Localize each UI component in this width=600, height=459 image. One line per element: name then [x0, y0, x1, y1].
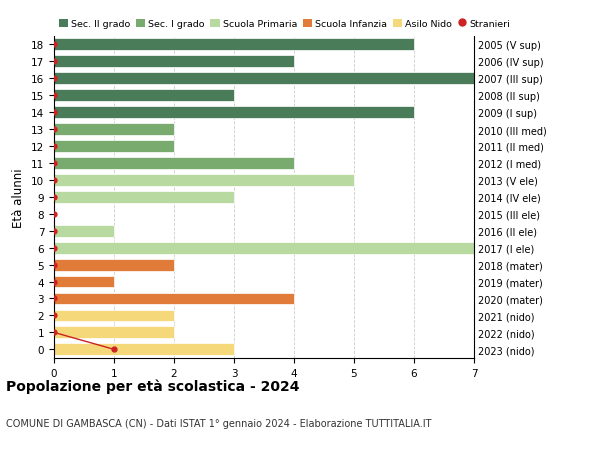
Bar: [54, 293, 294, 305]
Bar: [54, 141, 174, 152]
Bar: [54, 73, 474, 85]
Text: COMUNE DI GAMBASCA (CN) - Dati ISTAT 1° gennaio 2024 - Elaborazione TUTTITALIA.I: COMUNE DI GAMBASCA (CN) - Dati ISTAT 1° …: [6, 418, 431, 428]
Bar: [54, 310, 174, 322]
Bar: [54, 90, 234, 102]
Bar: [54, 124, 174, 136]
Bar: [54, 276, 114, 288]
Bar: [54, 191, 234, 203]
Bar: [54, 39, 414, 51]
Bar: [54, 344, 234, 355]
Bar: [54, 107, 414, 119]
Bar: [54, 157, 294, 169]
Bar: [54, 259, 174, 271]
Bar: [54, 56, 294, 68]
Y-axis label: Età alunni: Età alunni: [13, 168, 25, 227]
Text: Popolazione per età scolastica - 2024: Popolazione per età scolastica - 2024: [6, 379, 299, 393]
Bar: [54, 225, 114, 237]
Bar: [54, 327, 174, 339]
Bar: [54, 242, 474, 254]
Legend: Sec. II grado, Sec. I grado, Scuola Primaria, Scuola Infanzia, Asilo Nido, Stran: Sec. II grado, Sec. I grado, Scuola Prim…: [59, 20, 511, 29]
Bar: [54, 174, 354, 186]
